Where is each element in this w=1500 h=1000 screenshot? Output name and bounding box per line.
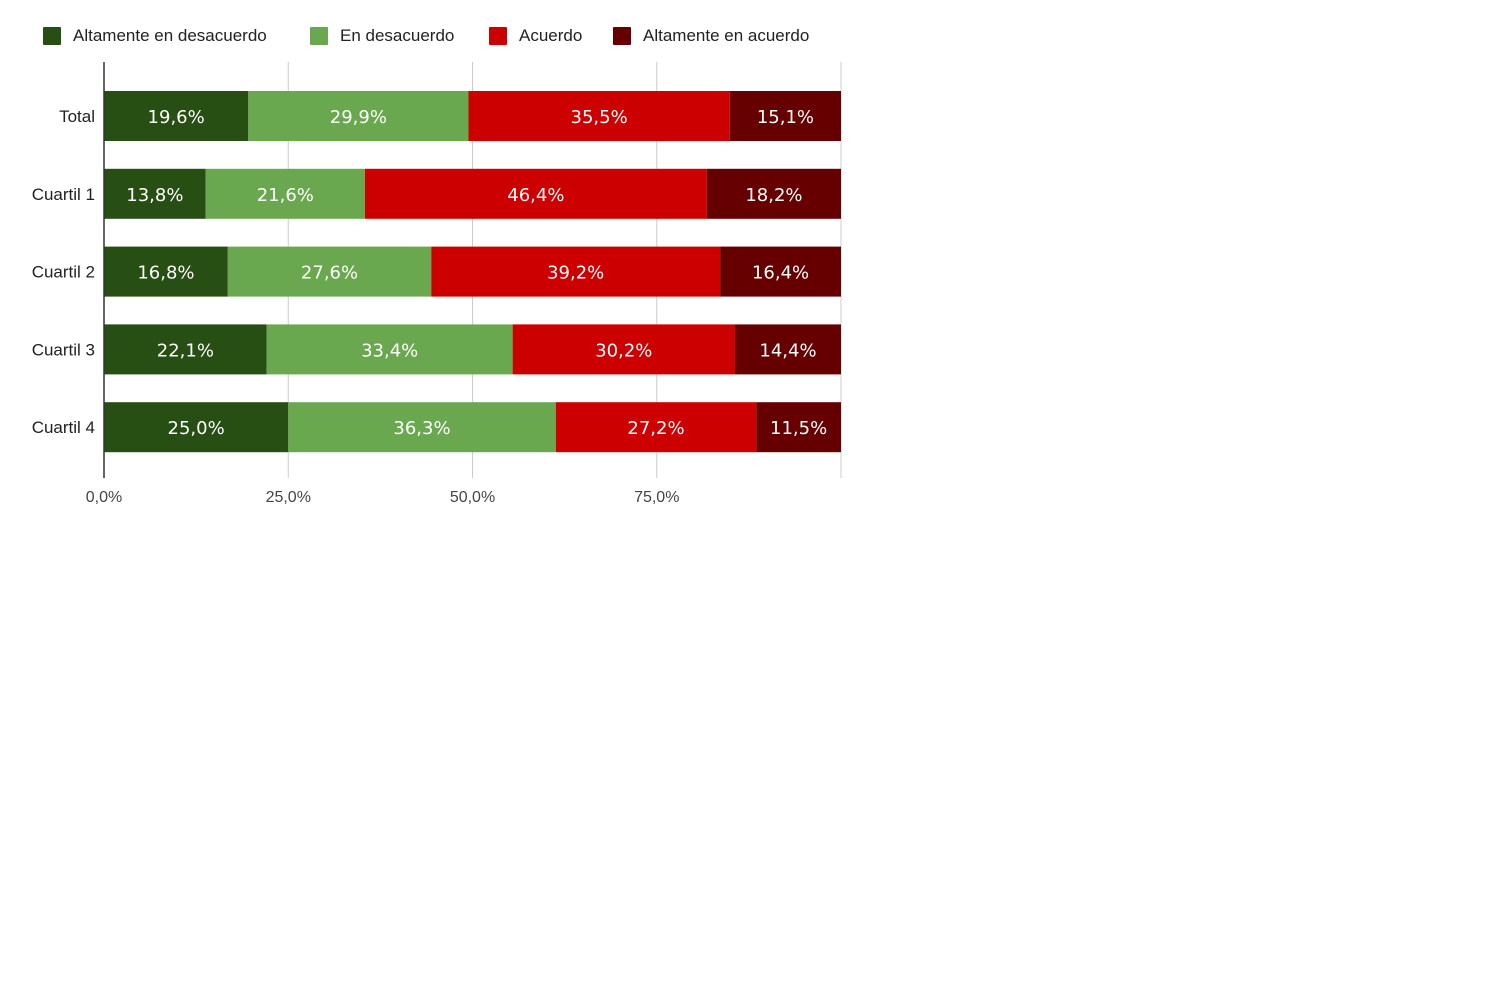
legend-swatch xyxy=(489,27,507,45)
data-label: 25,0% xyxy=(168,418,225,439)
bar-segment xyxy=(468,91,730,141)
category-label: Total xyxy=(59,107,95,126)
bar-segment xyxy=(205,168,365,219)
data-label: 16,4% xyxy=(752,263,809,284)
bar-segment xyxy=(512,324,735,375)
data-label: 21,6% xyxy=(257,185,314,206)
data-label: 14,4% xyxy=(759,340,816,361)
bar-segment xyxy=(104,246,228,297)
bar-segment xyxy=(734,324,841,375)
data-label: 36,3% xyxy=(393,418,450,439)
data-label: 39,2% xyxy=(547,263,604,284)
bar-segment xyxy=(364,168,707,219)
bar-segment xyxy=(729,91,841,141)
data-label: 11,5% xyxy=(770,418,827,439)
data-label: 46,4% xyxy=(507,185,564,206)
legend-swatch xyxy=(613,27,631,45)
legend-label: En desacuerdo xyxy=(340,26,454,45)
x-tick-label: 0,0% xyxy=(86,489,122,506)
category-label: Cuartil 3 xyxy=(32,340,95,359)
data-label: 22,1% xyxy=(157,340,214,361)
data-label: 35,5% xyxy=(571,107,628,128)
category-label: Cuartil 1 xyxy=(32,185,95,204)
bar-segment xyxy=(104,168,206,219)
bar-segment xyxy=(720,246,841,297)
x-tick-label: 25,0% xyxy=(266,489,311,506)
bar-segment xyxy=(706,168,841,219)
bar-segment xyxy=(266,324,513,375)
data-label: 15,1% xyxy=(757,107,814,128)
bar-segment xyxy=(431,246,721,297)
x-tick-label: 75,0% xyxy=(634,489,679,506)
bar-segment xyxy=(555,402,757,453)
category-label: Cuartil 2 xyxy=(32,263,95,282)
data-label: 18,2% xyxy=(745,185,802,206)
data-label: 27,2% xyxy=(627,418,684,439)
x-tick-label: 50,0% xyxy=(450,489,495,506)
legend-label: Altamente en acuerdo xyxy=(643,26,809,45)
bar-segment xyxy=(756,402,841,453)
bar-segment xyxy=(104,402,289,453)
legend-label: Altamente en desacuerdo xyxy=(73,26,267,45)
bar-segment xyxy=(227,246,432,297)
bar-segment xyxy=(104,91,249,141)
bar-segment xyxy=(248,91,469,141)
legend-swatch xyxy=(43,27,61,45)
data-label: 13,8% xyxy=(126,185,183,206)
data-label: 19,6% xyxy=(148,107,205,128)
data-label: 16,8% xyxy=(137,263,194,284)
data-label: 30,2% xyxy=(595,340,652,361)
category-label: Cuartil 4 xyxy=(32,418,95,437)
bar-segment xyxy=(104,324,267,375)
data-label: 29,9% xyxy=(330,107,387,128)
bar-segment xyxy=(288,402,556,453)
data-label: 33,4% xyxy=(361,340,418,361)
legend-swatch xyxy=(310,27,328,45)
data-label: 27,6% xyxy=(301,263,358,284)
legend-label: Acuerdo xyxy=(519,26,582,45)
